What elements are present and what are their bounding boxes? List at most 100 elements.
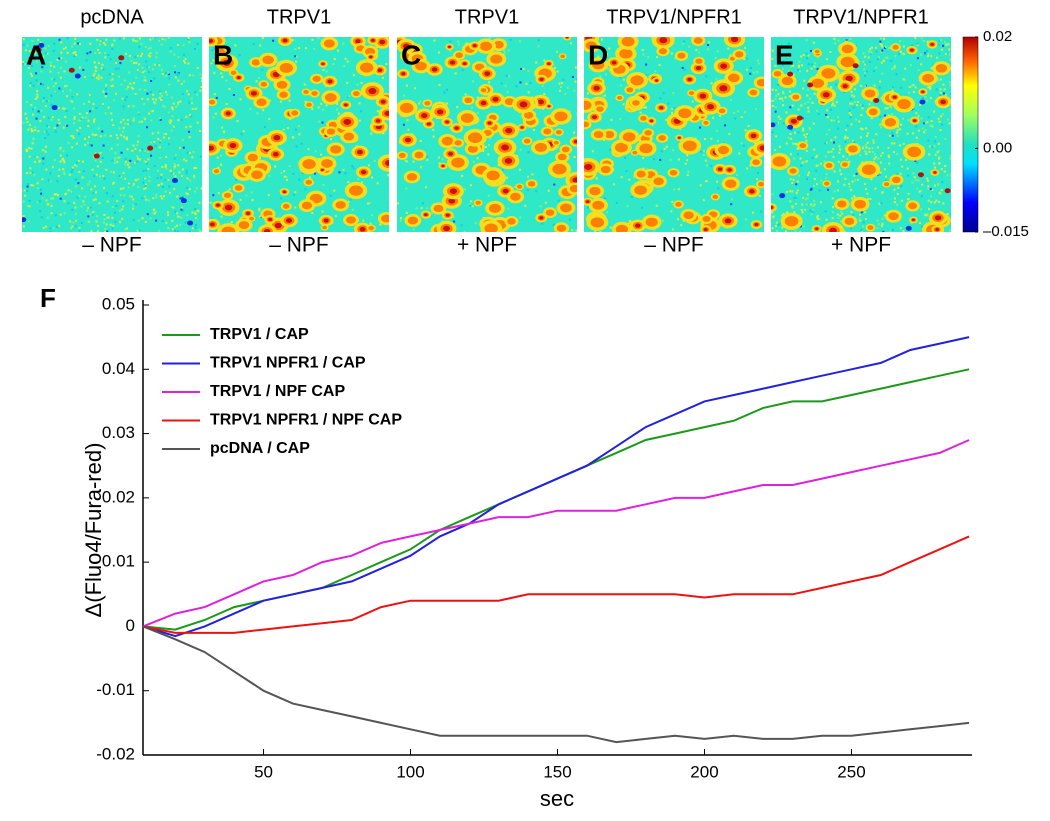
- speck: [48, 45, 50, 47]
- speck: [576, 113, 578, 115]
- speck: [167, 214, 169, 216]
- speck: [195, 167, 197, 169]
- speck: [105, 88, 107, 90]
- speck: [919, 191, 921, 193]
- speck: [925, 129, 927, 131]
- speck: [148, 71, 150, 73]
- speck: [298, 133, 300, 135]
- speck: [485, 146, 487, 148]
- speck: [863, 221, 865, 223]
- speck: [159, 117, 161, 119]
- cell-peak: [401, 72, 405, 75]
- speck: [812, 205, 814, 207]
- speck: [45, 226, 47, 228]
- speck: [936, 88, 938, 90]
- speck: [869, 61, 871, 63]
- speck: [92, 211, 94, 213]
- speck: [816, 110, 818, 112]
- speck: [836, 101, 838, 103]
- cell-core: [455, 140, 462, 145]
- speck: [159, 92, 161, 94]
- speck: [322, 109, 324, 111]
- speck: [455, 72, 457, 74]
- speck: [243, 130, 245, 132]
- speck: [561, 82, 563, 84]
- speck: [879, 87, 881, 89]
- speck: [191, 212, 193, 214]
- speck: [950, 199, 952, 201]
- speck: [894, 198, 896, 200]
- speck: [141, 197, 143, 199]
- speck: [183, 159, 185, 161]
- speck: [100, 77, 102, 79]
- dark-cell: [918, 172, 924, 177]
- speck: [921, 118, 923, 120]
- speck: [66, 85, 68, 87]
- cell-peak: [445, 120, 449, 123]
- speck: [575, 67, 577, 69]
- speck: [803, 225, 805, 227]
- speck: [144, 150, 146, 152]
- speck: [944, 165, 946, 167]
- speck: [703, 150, 705, 152]
- speck: [132, 39, 134, 41]
- speck: [37, 182, 39, 184]
- cell-core: [475, 201, 481, 205]
- speck: [163, 137, 165, 139]
- speck: [656, 56, 658, 58]
- speck: [605, 73, 607, 75]
- speck: [570, 42, 572, 44]
- speck: [173, 167, 175, 169]
- y-tick-label: -0.02: [96, 744, 135, 763]
- legend-label: TRPV1 NPFR1 / CAP: [210, 355, 366, 372]
- speck: [145, 187, 147, 189]
- speck: [311, 39, 313, 41]
- cell-core: [703, 216, 711, 222]
- speck: [120, 121, 122, 123]
- speck: [51, 78, 53, 80]
- speck: [73, 107, 75, 109]
- speck: [863, 68, 865, 70]
- speck: [797, 131, 799, 133]
- speck: [220, 155, 222, 157]
- x-tick-label: 250: [837, 762, 865, 781]
- speck: [900, 173, 902, 175]
- speck: [153, 141, 155, 143]
- cell-peak: [251, 91, 257, 96]
- cell-core: [718, 146, 729, 154]
- speck: [104, 231, 106, 233]
- speck: [199, 231, 201, 233]
- speck: [118, 128, 120, 130]
- speck: [808, 110, 810, 112]
- speck: [804, 161, 806, 163]
- speck: [154, 212, 156, 214]
- speck: [318, 106, 320, 108]
- speck: [879, 41, 881, 43]
- cell-core: [658, 135, 666, 141]
- speck: [126, 88, 128, 90]
- cell-core: [644, 130, 651, 136]
- speck: [111, 119, 113, 121]
- speck: [29, 124, 31, 126]
- cell-peak: [823, 92, 830, 97]
- speck: [919, 104, 921, 106]
- speck: [862, 104, 864, 106]
- speck: [910, 64, 912, 66]
- speck: [678, 158, 680, 160]
- speck: [834, 170, 836, 172]
- speck: [948, 48, 950, 50]
- speck: [874, 188, 876, 190]
- speck: [105, 169, 107, 171]
- speck: [759, 195, 761, 197]
- y-tick-label: 0.01: [102, 552, 135, 571]
- speck: [283, 170, 285, 172]
- speck: [945, 44, 947, 46]
- cell-core: [302, 202, 312, 210]
- speck: [24, 195, 26, 197]
- speck: [712, 117, 714, 119]
- speck: [111, 148, 113, 150]
- speck: [104, 44, 106, 46]
- speck: [740, 142, 742, 144]
- speck: [805, 198, 807, 200]
- cell-core: [841, 57, 855, 67]
